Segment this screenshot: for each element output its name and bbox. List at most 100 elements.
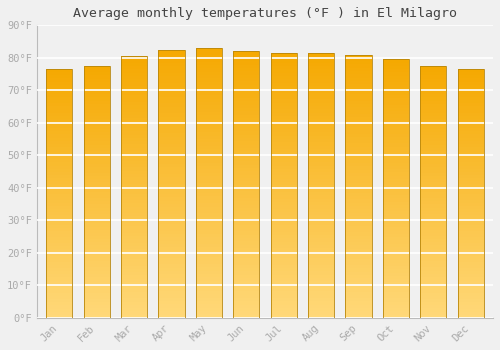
Bar (420, 78, 446, 82)
Bar (420, 293, 446, 296)
Bar (158, 204, 184, 207)
Bar (158, 113, 184, 117)
Bar (270, 179, 296, 182)
Bar (458, 110, 483, 113)
Bar (270, 172, 296, 175)
Bar (121, 125, 147, 128)
Bar (270, 103, 296, 106)
Bar (458, 281, 483, 284)
Bar (196, 291, 222, 294)
Bar (420, 280, 446, 283)
Bar (84, 289, 110, 293)
Bar (420, 122, 446, 126)
Bar (346, 305, 372, 308)
Bar (84, 129, 110, 132)
Bar (196, 102, 222, 105)
Bar (84, 186, 110, 189)
Bar (382, 312, 409, 315)
Bar (46, 69, 72, 318)
Bar (382, 147, 409, 150)
Bar (382, 195, 409, 198)
Bar (46, 296, 72, 299)
Bar (420, 91, 446, 94)
Bar (84, 267, 110, 271)
Bar (158, 284, 184, 288)
Bar (84, 271, 110, 274)
Bar (84, 264, 110, 267)
Bar (382, 150, 409, 153)
Bar (121, 239, 147, 243)
Bar (382, 85, 409, 89)
Bar (382, 189, 409, 192)
Bar (382, 211, 409, 215)
Bar (346, 212, 372, 216)
Bar (420, 104, 446, 107)
Bar (420, 233, 446, 236)
Bar (458, 209, 483, 212)
Bar (196, 271, 222, 274)
Bar (196, 287, 222, 291)
Bar (458, 190, 483, 194)
Bar (270, 195, 296, 199)
Bar (84, 173, 110, 176)
Bar (420, 192, 446, 195)
Bar (196, 72, 222, 75)
Bar (196, 65, 222, 68)
Bar (458, 72, 483, 75)
Bar (270, 189, 296, 192)
Bar (121, 82, 147, 86)
Bar (420, 239, 446, 242)
Bar (46, 113, 72, 116)
Bar (270, 53, 296, 56)
Bar (121, 194, 147, 197)
Bar (158, 214, 184, 217)
Bar (46, 306, 72, 309)
Bar (308, 222, 334, 225)
Bar (158, 150, 184, 154)
Bar (458, 271, 483, 274)
Bar (382, 153, 409, 156)
Bar (270, 89, 296, 93)
Bar (84, 195, 110, 198)
Bar (121, 187, 147, 190)
Bar (158, 97, 184, 100)
Bar (233, 311, 260, 315)
Bar (420, 157, 446, 160)
Bar (158, 83, 184, 86)
Bar (270, 212, 296, 215)
Bar (382, 276, 409, 279)
Bar (458, 172, 483, 175)
Bar (382, 111, 409, 114)
Bar (46, 119, 72, 122)
Bar (121, 200, 147, 203)
Bar (346, 308, 372, 311)
Bar (196, 186, 222, 190)
Bar (233, 118, 260, 121)
Bar (233, 171, 260, 175)
Bar (196, 82, 222, 85)
Bar (382, 273, 409, 276)
Bar (308, 63, 334, 66)
Bar (233, 208, 260, 211)
Bar (346, 64, 372, 68)
Bar (308, 291, 334, 295)
Bar (420, 135, 446, 138)
Bar (308, 298, 334, 301)
Bar (346, 74, 372, 78)
Bar (233, 268, 260, 271)
Bar (270, 255, 296, 258)
Bar (270, 272, 296, 275)
Bar (346, 88, 372, 91)
Bar (196, 163, 222, 166)
Bar (121, 76, 147, 79)
Bar (346, 55, 372, 58)
Bar (46, 284, 72, 287)
Bar (420, 242, 446, 245)
Bar (196, 210, 222, 213)
Bar (458, 78, 483, 82)
Bar (46, 234, 72, 237)
Bar (308, 212, 334, 215)
Bar (233, 138, 260, 141)
Bar (382, 299, 409, 302)
Bar (158, 66, 184, 70)
